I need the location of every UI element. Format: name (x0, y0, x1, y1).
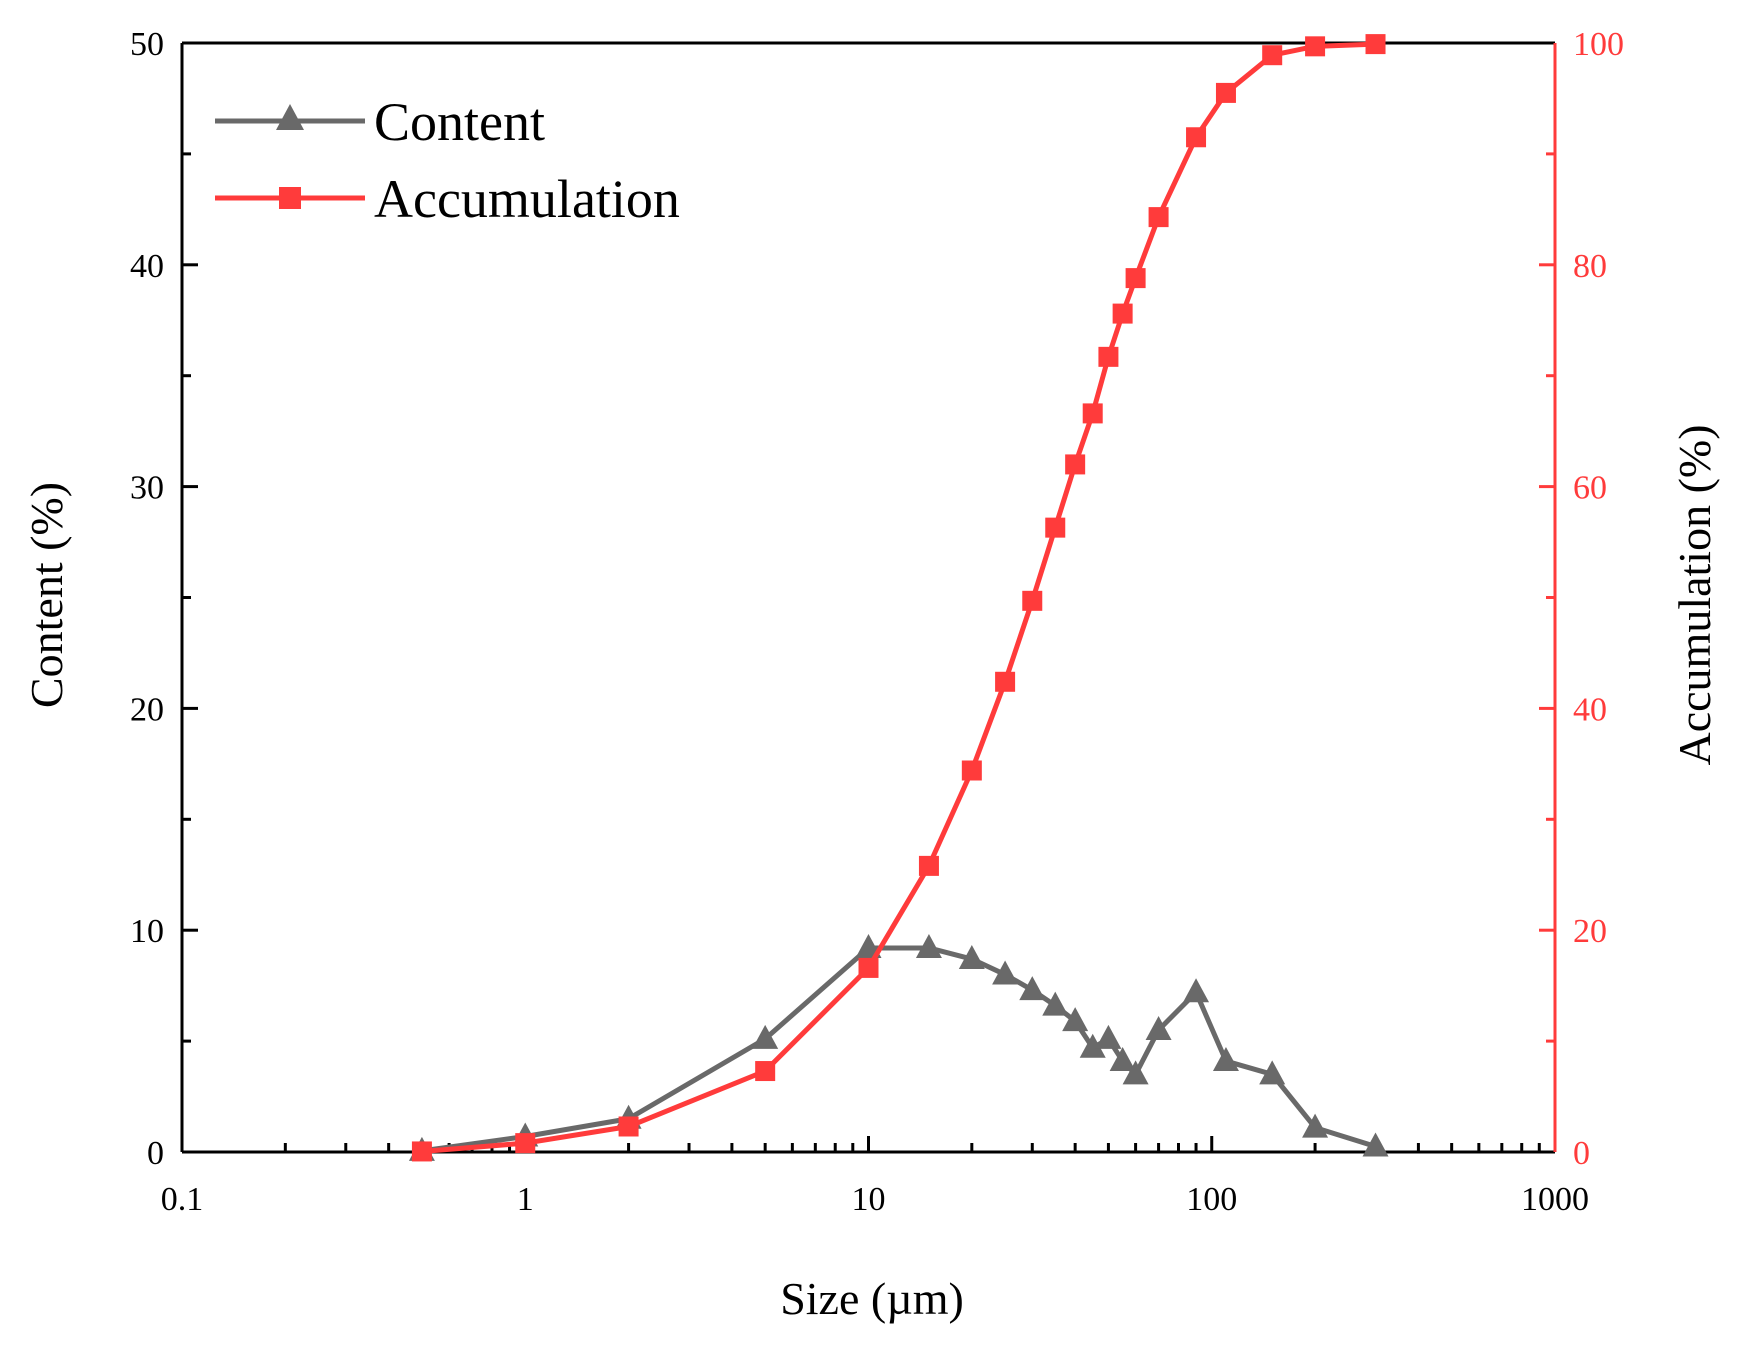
data-point-square (1365, 34, 1386, 55)
data-point-square (1262, 45, 1283, 66)
left-y-tick-label: 30 (130, 470, 164, 507)
x-tick-label: 10 (852, 1181, 886, 1218)
data-point-square (858, 957, 879, 978)
data-point-square (1125, 268, 1146, 289)
legend-accumulation-label: Accumulation (374, 169, 680, 229)
data-point-triangle (1145, 1016, 1172, 1041)
data-point-square (755, 1061, 776, 1082)
data-point-square (1022, 590, 1043, 611)
data-point-square (918, 855, 939, 876)
data-point-square (1065, 454, 1086, 475)
series-line (421, 945, 1377, 1154)
data-point-triangle (1109, 1047, 1136, 1072)
x-tick-label: 1 (517, 1181, 534, 1218)
data-point-triangle (1042, 991, 1069, 1016)
right-y-tick-label: 0 (1573, 1135, 1590, 1172)
x-axis-title: Size (µm) (780, 1273, 964, 1324)
data-point-triangle (958, 945, 985, 970)
data-point-square (618, 1116, 639, 1137)
right-y-axis-ticks: 0 20 40 60 80 100 (1539, 26, 1624, 1172)
data-point-triangle (1212, 1047, 1239, 1072)
data-point-triangle (855, 933, 882, 958)
right-y-tick-label: 80 (1573, 248, 1607, 285)
x-tick-label: 1000 (1521, 1181, 1589, 1218)
data-point-square (1112, 303, 1133, 324)
left-y-tick-label: 20 (130, 691, 164, 728)
left-y-tick-label: 40 (130, 248, 164, 285)
right-y-tick-label: 20 (1573, 913, 1607, 950)
data-point-triangle (1122, 1060, 1149, 1085)
data-point-triangle (1095, 1024, 1122, 1049)
legend-content-label: Content (374, 92, 545, 152)
x-tick-label: 100 (1186, 1181, 1237, 1218)
data-point-square (1215, 82, 1236, 103)
data-point-triangle (752, 1024, 779, 1049)
data-point-triangle (1259, 1060, 1286, 1085)
data-point-triangle (1019, 976, 1046, 1001)
data-point-square (1305, 36, 1326, 57)
data-point-square (515, 1133, 536, 1154)
left-y-axis-ticks: 0 10 20 30 40 50 (130, 26, 198, 1172)
right-y-axis-title: Accumulation (%) (1669, 424, 1720, 765)
left-y-axis-title: Content (%) (21, 482, 72, 708)
data-point-triangle (1302, 1113, 1329, 1138)
series-accumulation (411, 34, 1386, 1162)
data-point-square (1098, 346, 1119, 367)
left-y-tick-label: 10 (130, 913, 164, 950)
left-y-tick-label: 50 (130, 26, 164, 63)
legend-accumulation-marker (279, 187, 301, 209)
data-point-square (411, 1141, 432, 1162)
legend: Content Accumulation (215, 92, 680, 229)
data-point-triangle (1183, 978, 1210, 1003)
data-point-square (961, 760, 982, 781)
data-point-triangle (1362, 1132, 1389, 1157)
right-y-tick-label: 100 (1573, 26, 1624, 63)
series-content (408, 933, 1389, 1161)
legend-content-marker (276, 104, 304, 130)
data-point-square (1148, 207, 1169, 228)
data-point-square (1082, 403, 1103, 424)
x-tick-label: 0.1 (161, 1181, 204, 1218)
data-point-triangle (1062, 1007, 1089, 1032)
data-point-triangle (1079, 1033, 1106, 1058)
right-y-tick-label: 40 (1573, 691, 1607, 728)
data-point-square (995, 671, 1016, 692)
data-point-triangle (915, 933, 942, 958)
data-point-square (1045, 517, 1066, 538)
data-point-triangle (992, 960, 1019, 985)
data-point-square (1186, 127, 1207, 148)
left-y-tick-label: 0 (147, 1135, 164, 1172)
right-y-tick-label: 60 (1573, 470, 1607, 507)
